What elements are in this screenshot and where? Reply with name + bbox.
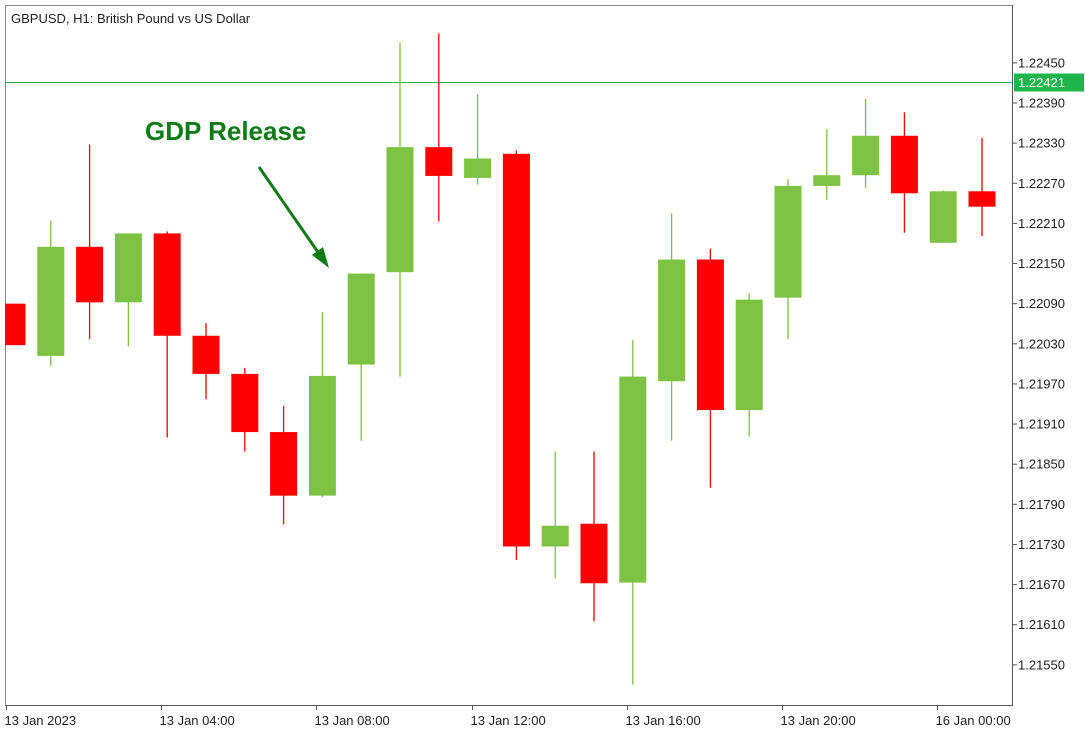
bear-candle-body: [696, 259, 724, 411]
bull-candle-body: [852, 135, 880, 176]
bull-candle-body: [541, 525, 569, 547]
chart-title: GBPUSD, H1: British Pound vs US Dollar: [11, 11, 251, 26]
candle: [5, 303, 26, 346]
bull-candle-body: [619, 376, 647, 583]
bull-candle-body: [386, 147, 414, 273]
candle: [502, 150, 530, 560]
price-tick-label: 1.21790: [1018, 497, 1065, 512]
candle: [37, 220, 65, 366]
price-tick-label: 1.21850: [1018, 457, 1065, 472]
price-tick-label: 1.22330: [1018, 136, 1065, 151]
candle: [464, 94, 492, 185]
bear-candle-body: [231, 373, 259, 433]
bull-candle-body: [114, 233, 142, 303]
time-tick-label: 13 Jan 08:00: [315, 713, 390, 728]
current-price-label-text: 1.22421: [1018, 75, 1065, 90]
bull-candle-body: [308, 375, 336, 496]
bull-candle-body: [929, 191, 957, 243]
candle: [929, 190, 957, 243]
candle: [153, 231, 181, 438]
bull-candle-body: [774, 185, 802, 298]
plot-frame: [5, 5, 1013, 706]
bear-candle-body: [270, 432, 298, 496]
price-tick-label: 1.22090: [1018, 296, 1065, 311]
bull-candle-body: [464, 158, 492, 178]
candle: [425, 33, 453, 222]
time-tick-label: 16 Jan 00:00: [936, 713, 1011, 728]
annotation-arrow-head: [312, 247, 329, 268]
price-tick-label: 1.22030: [1018, 336, 1065, 351]
price-axis: 1.22450 1.22390 1.22330 1.22270 1.22210 1.221…: [1012, 55, 1084, 672]
bear-candle-body: [580, 523, 608, 584]
candle: [968, 137, 996, 237]
annotation-label: GDP Release: [145, 116, 306, 146]
bear-candle-body: [502, 153, 530, 547]
bull-candle-body: [37, 246, 65, 356]
annotation-arrow-shaft: [257, 166, 324, 259]
price-tick-label: 1.21910: [1018, 417, 1065, 432]
price-tick-label: 1.21970: [1018, 376, 1065, 391]
candle: [386, 42, 414, 377]
bear-candle-body: [5, 303, 26, 346]
time-tick-label: 13 Jan 04:00: [160, 713, 235, 728]
time-axis: 13 Jan 2023 13 Jan 04:00 13 Jan 08:00 13 Ja…: [5, 705, 1011, 728]
candle: [541, 451, 569, 578]
candle: [619, 339, 647, 685]
candle: [890, 112, 918, 233]
candle: [114, 233, 142, 347]
time-tick-label: 13 Jan 20:00: [781, 713, 856, 728]
candle: [658, 213, 686, 441]
candle: [696, 248, 724, 488]
price-tick-label: 1.22390: [1018, 95, 1065, 110]
candle: [735, 293, 763, 437]
current-price-label: 1.22421: [1014, 73, 1084, 92]
time-tick-label: 13 Jan 12:00: [471, 713, 546, 728]
candle: [347, 273, 375, 441]
bull-candle-body: [735, 299, 763, 411]
candle: [774, 179, 802, 340]
price-tick-label: 1.21610: [1018, 617, 1065, 632]
candle: [270, 406, 298, 525]
bear-candle-body: [192, 335, 220, 374]
time-tick-label: 13 Jan 16:00: [626, 713, 701, 728]
price-tick-label: 1.22450: [1018, 55, 1065, 70]
price-tick-label: 1.21730: [1018, 537, 1065, 552]
candle: [192, 323, 220, 400]
candle: [231, 367, 259, 452]
candle: [813, 129, 841, 200]
bull-candle-body: [347, 273, 375, 365]
candle: [308, 312, 336, 497]
bear-candle-body: [76, 246, 104, 303]
price-tick-label: 1.22270: [1018, 176, 1065, 191]
bear-candle-body: [968, 191, 996, 207]
candles-group: [5, 33, 996, 685]
price-tick-label: 1.21550: [1018, 657, 1065, 672]
bear-candle-body: [153, 233, 181, 336]
bear-candle-body: [425, 147, 453, 176]
price-tick-label: 1.21670: [1018, 577, 1065, 592]
time-tick-label: 13 Jan 2023: [5, 713, 77, 728]
price-tick-label: 1.22210: [1018, 216, 1065, 231]
bull-candle-body: [813, 175, 841, 186]
candle: [852, 98, 880, 188]
candle: [76, 144, 104, 340]
annotation-group: GDP Release: [145, 116, 329, 268]
bull-candle-body: [658, 259, 686, 382]
current-price-label-bg: [1014, 73, 1084, 92]
price-tick-label: 1.22150: [1018, 256, 1065, 271]
bear-candle-body: [890, 135, 918, 194]
candle: [580, 451, 608, 622]
